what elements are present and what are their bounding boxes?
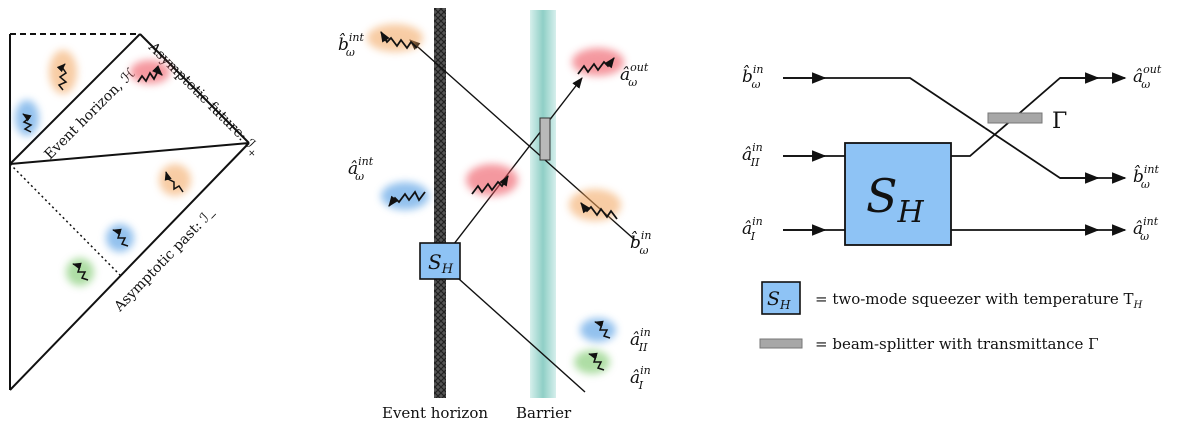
wave-blue-low [580,318,616,342]
wave-orange-2 [159,164,191,196]
circuit-squeezer: SH [844,142,952,246]
in-aII-label: âin II [742,141,763,169]
wave-green-1 [66,258,94,286]
barrier-caption: Barrier [516,404,572,422]
circuit-diagram: Γ SH b̂in ω âin II âin I âout ω b̂int ω â… [742,63,1162,353]
legend: SH = two-mode squeezer with temperature … [759,281,1143,353]
legend-squeezer-swatch [761,281,801,315]
out-aint-label: âint ω [1133,215,1159,243]
wave-blue-1 [15,100,39,136]
wave-red-1 [130,60,170,84]
asymptotic-past-label: Asymptotic past: ℐ− [111,204,221,317]
wave-orange-mid [569,189,621,221]
wave-green-low [574,350,610,374]
squeezer-label: SH [428,250,454,277]
spacetime-squeezer: SH [419,242,461,280]
circuit-beam-splitter [987,112,1043,124]
out-b-label: b̂int ω [1133,163,1159,191]
penrose-diagram: Event horizon, ℋ Asymptotic future: ℐ+ A… [9,33,264,391]
asymptotic-future-label: Asymptotic future: ℐ+ [142,39,264,161]
spacetime-diagram: SH [338,8,652,422]
label-a-II-in: âin II [630,326,651,354]
out-a-label: âout ω [1133,63,1162,91]
in-aI-label: âin I [742,215,763,243]
label-a-I-in: âin I [630,364,651,392]
barrier-beam-splitter [539,117,551,161]
wave-red-top [572,48,624,76]
wave-blue-mid [381,182,429,210]
label-b-int: b̂int ω [338,31,364,59]
wave-blue-2 [106,224,134,252]
event-horizon-strip [434,8,446,398]
wave-red-mid [466,164,518,196]
label-a-out: âout ω [620,61,649,89]
wave-orange-1 [49,50,77,94]
legend-squeezer-symbol: SH [767,288,791,312]
in-b-label: b̂in ω [742,63,764,91]
legend-squeezer-text: = two-mode squeezer with temperature TH [815,290,1143,311]
gamma-label: Γ [1052,109,1067,134]
circuit-squeezer-label: SH [866,169,925,230]
event-horizon-caption: Event horizon [382,404,488,422]
label-a-int: âint ω [348,155,374,183]
barrier [530,10,556,398]
legend-splitter-text: = beam-splitter with transmittance Γ [815,335,1099,353]
label-b-in: b̂in ω [630,229,652,257]
legend-splitter-swatch [759,338,803,349]
wave-orange-top [367,24,423,52]
